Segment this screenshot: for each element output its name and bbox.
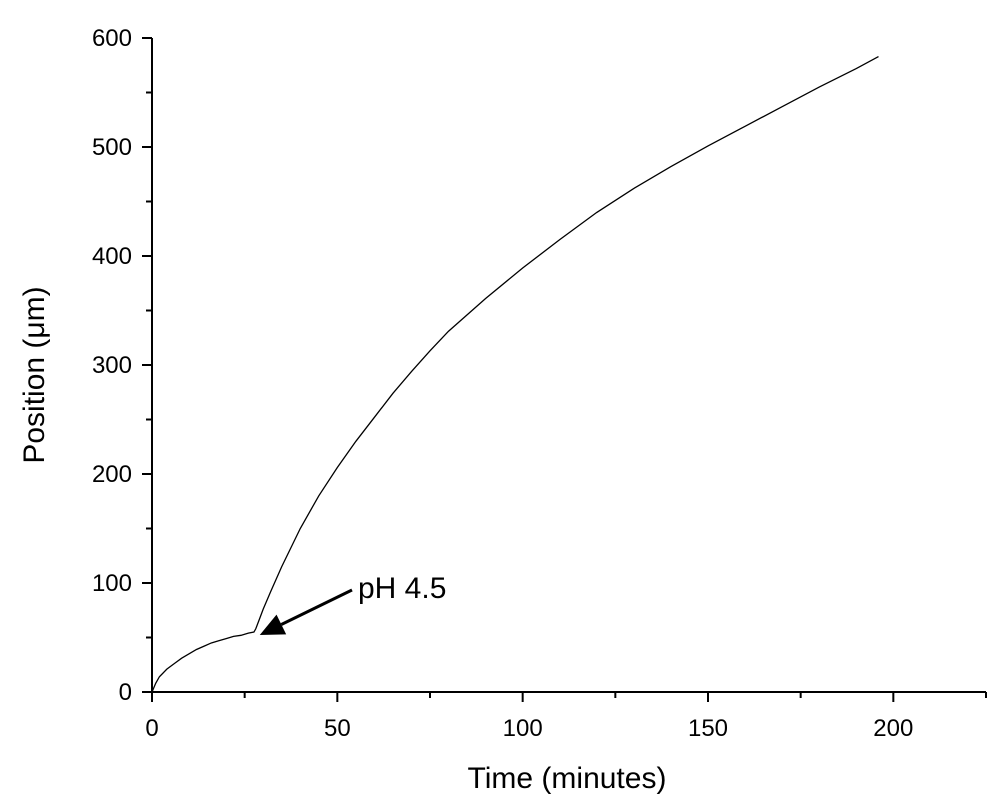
x-tick-label: 50: [324, 715, 351, 742]
y-tick-label: 500: [92, 134, 132, 161]
tick-labels: 0 50 100 150 200 0 100 200 300 400 500 600: [92, 25, 913, 742]
x-tick-label: 150: [688, 715, 728, 742]
tick-marks: [142, 37, 987, 702]
annotation-label: pH 4.5: [358, 572, 446, 605]
annotation-arrow-line: [280, 588, 353, 626]
y-tick-label: 0: [119, 679, 132, 706]
x-tick-label: 0: [145, 715, 158, 742]
y-tick-label: 100: [92, 570, 132, 597]
x-tick-label: 200: [873, 715, 913, 742]
x-tick-label: 100: [503, 715, 543, 742]
y-tick-label: 600: [92, 25, 132, 52]
y-tick-label: 200: [92, 461, 132, 488]
annotation: pH 4.5: [259, 572, 446, 636]
axes: [151, 38, 986, 693]
y-tick-label: 400: [92, 243, 132, 270]
y-axis-title: Position (μm): [18, 286, 51, 463]
annotation-arrow-head: [259, 614, 287, 636]
data-series-line: [151, 55, 879, 693]
x-axis-title: Time (minutes): [468, 762, 667, 795]
y-tick-label: 300: [92, 352, 132, 379]
